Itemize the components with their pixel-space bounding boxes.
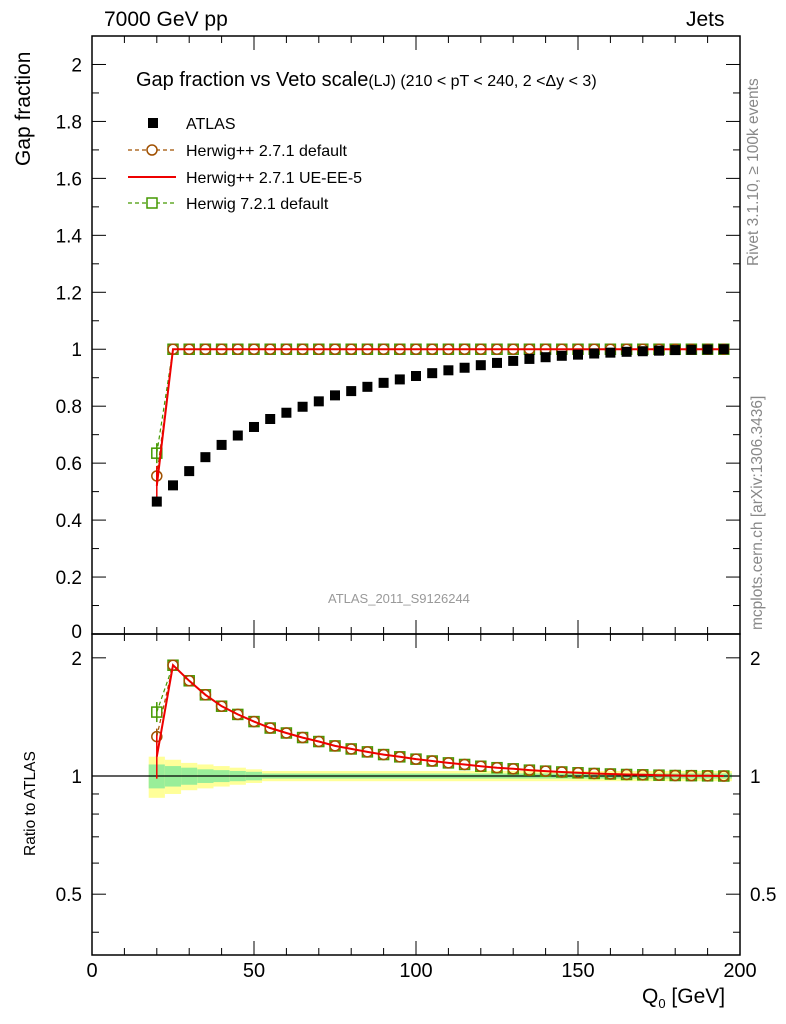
x-tick-label: 100 <box>399 960 432 982</box>
main-atlas-point <box>427 368 438 379</box>
main-atlas-point <box>265 414 276 425</box>
header-right-label: Jets <box>686 8 725 31</box>
x-tick-label: 0 <box>86 960 97 982</box>
ratio-herwig-7-2-1-default-line <box>156 664 724 777</box>
main-atlas-point <box>459 362 470 373</box>
ratio-y-tick-label: 0.5 <box>56 885 82 906</box>
main-atlas-point <box>297 401 308 412</box>
main-atlas-point <box>524 353 535 364</box>
main-y-tick-label: 1.8 <box>56 112 82 133</box>
x-axis-label-symbol: Q <box>642 985 659 1008</box>
main-herwig-2-7-1-ue-ee-5-line <box>155 348 724 487</box>
main-atlas-point <box>654 345 664 356</box>
legend-herwig-2-7-1-default-label: Herwig++ 2.7.1 default <box>186 143 348 160</box>
legend-atlas-marker <box>148 118 158 128</box>
main-atlas-point <box>443 365 454 376</box>
main-atlas-point <box>556 350 567 361</box>
main-atlas-point <box>637 346 648 357</box>
main-atlas-point <box>168 480 178 491</box>
ratio-herwig-2-7-1-default-marker <box>264 722 276 734</box>
main-atlas-point <box>589 348 600 359</box>
ratio-panel: 0 50 100 150 200 0.5 0.5 1 1 2 2 <box>56 633 776 982</box>
ratio-herwig-2-7-1-default-marker <box>215 700 228 712</box>
ratio-herwig-7-2-1-default-marker <box>151 706 163 718</box>
main-y-axis-label: Gap fraction <box>12 51 35 166</box>
legend-herwig-2-7-1-ue-ee-5-label: Herwig++ 2.7.1 UE-EE-5 <box>186 170 362 187</box>
ratio-y-tick-label-right: 0.5 <box>750 885 776 906</box>
x-axis-label: Q0 [GeV] <box>642 985 725 1011</box>
main-atlas-point <box>573 349 583 360</box>
ratio-y-tick-label: 1 <box>71 767 82 788</box>
main-y-tick-label: 1.2 <box>56 283 82 304</box>
x-axis-label-unit: [GeV] <box>665 985 726 1008</box>
main-atlas-point <box>346 386 357 397</box>
main-atlas-point <box>249 421 259 432</box>
main-herwig-2-7-1-default-line <box>156 348 724 477</box>
main-atlas-point <box>702 344 713 355</box>
ratio-herwig-2-7-1-default-marker <box>232 708 244 721</box>
main-atlas-point <box>200 452 211 463</box>
main-y-tick-label: 0.2 <box>56 568 82 589</box>
header-left-label: 7000 GeV pp <box>104 8 228 31</box>
main-atlas-point <box>670 345 681 356</box>
main-y-tick-label: 1.4 <box>56 226 83 247</box>
ratio-y-tick-label: 2 <box>71 649 82 670</box>
main-atlas-point <box>411 371 421 382</box>
main-atlas-point <box>232 430 243 441</box>
plot-title: Gap fraction vs Veto scale(LJ) (210 < pT… <box>136 69 597 92</box>
main-y-tick-label: 1.6 <box>56 169 82 190</box>
ratio-herwig-2-7-1-default-marker <box>199 689 212 701</box>
mcplots-citation-label: mcplots.cern.ch [arXiv:1306.3436] <box>749 395 766 630</box>
main-atlas-point <box>330 390 340 401</box>
main-herwig-7-2-1-default-marker <box>151 447 163 459</box>
ratio-y-tick-label-right: 2 <box>750 649 761 670</box>
analysis-watermark: ATLAS_2011_S9126244 <box>328 591 470 606</box>
main-atlas-point <box>492 357 502 368</box>
main-atlas-point <box>394 374 405 385</box>
ratio-herwig-2-7-1-default-marker <box>248 715 260 728</box>
main-atlas-point <box>508 355 519 366</box>
x-tick-label: 200 <box>723 960 756 982</box>
main-y-tick-label: 0.4 <box>56 511 83 532</box>
main-atlas-point <box>718 344 729 355</box>
main-y-tick-label: 2 <box>71 55 82 76</box>
ratio-herwig-2-7-1-default-marker <box>313 735 325 748</box>
ratio-herwig-2-7-1-default-marker <box>296 731 309 744</box>
main-atlas-point <box>216 439 227 450</box>
ratio-herwig-2-7-1-ue-ee-5-line <box>155 663 724 777</box>
main-y-tick-label: 0 <box>71 622 82 643</box>
ratio-herwig-2-7-1-default-marker <box>183 675 195 687</box>
main-atlas-point <box>281 407 292 418</box>
ratio-frame <box>91 633 741 956</box>
ratio-herwig-2-7-1-default-line <box>156 664 724 777</box>
main-atlas-point <box>313 396 324 407</box>
main-y-tick-label: 1 <box>71 340 82 361</box>
main-atlas-point <box>184 466 195 477</box>
legend-herwig-2-7-1-default-marker <box>146 144 158 156</box>
main-atlas-point <box>686 344 697 355</box>
legend-herwig-7-2-1-default-label: Herwig 7.2.1 default <box>186 196 329 213</box>
main-atlas-point <box>621 346 632 357</box>
main-panel: 0 0.2 0.4 0.6 0.8 1 1.2 1.4 1.6 1.8 2 ATLAS Herwig++… <box>56 35 741 643</box>
plot-title-main: Gap fraction vs Veto scale <box>136 69 369 91</box>
main-atlas-point <box>378 377 389 388</box>
x-axis-label-subscript: 0 <box>658 996 666 1012</box>
plot-title-detail: (LJ) (210 < pT < 240, 2 <Δy < 3) <box>368 73 597 90</box>
main-atlas-point <box>605 347 616 358</box>
main-atlas-point <box>151 496 162 507</box>
main-y-tick-label: 0.8 <box>56 397 82 418</box>
ratio-herwig-2-7-1-default-marker <box>280 727 293 739</box>
legend-atlas-label: ATLAS <box>186 116 236 133</box>
rivet-version-label: Rivet 3.1.10, ≥ 100k events <box>745 78 762 266</box>
ratio-y-axis-label: Ratio to ATLAS <box>22 751 39 856</box>
main-y-tick-label: 0.6 <box>56 454 82 475</box>
x-tick-label: 150 <box>561 960 594 982</box>
main-atlas-point <box>475 360 486 371</box>
ratio-y-tick-label-right: 1 <box>750 767 761 788</box>
x-tick-label: 50 <box>243 960 265 982</box>
main-atlas-point <box>540 352 551 363</box>
main-atlas-point <box>362 381 373 392</box>
legend-herwig-7-2-1-default-marker <box>146 197 158 209</box>
